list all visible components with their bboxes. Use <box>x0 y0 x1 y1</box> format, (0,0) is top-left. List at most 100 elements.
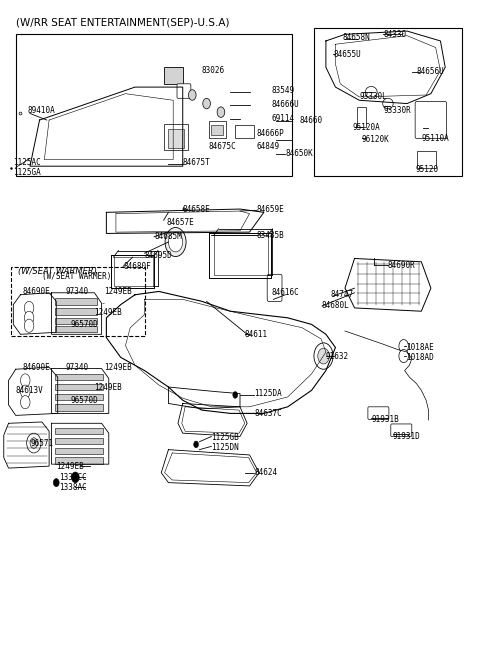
Circle shape <box>194 441 199 448</box>
Circle shape <box>203 98 210 109</box>
Circle shape <box>399 350 408 363</box>
Text: 84611: 84611 <box>245 330 268 339</box>
Text: 96570D: 96570D <box>71 396 98 404</box>
Text: 84637C: 84637C <box>254 409 282 418</box>
Circle shape <box>24 301 34 314</box>
Circle shape <box>217 107 225 117</box>
Bar <box>55 384 103 391</box>
Text: 84690E: 84690E <box>23 287 50 296</box>
Circle shape <box>21 385 30 399</box>
Bar <box>55 318 97 324</box>
Text: 84680L: 84680L <box>321 301 349 310</box>
Text: 97340: 97340 <box>66 363 89 372</box>
Text: 84680F: 84680F <box>123 262 151 271</box>
Ellipse shape <box>383 98 393 109</box>
Text: 84650K: 84650K <box>285 148 313 158</box>
Text: (W/RR SEAT ENTERTAINMENT(SEP)-U.S.A): (W/RR SEAT ENTERTAINMENT(SEP)-U.S.A) <box>16 18 229 28</box>
Text: 84330: 84330 <box>383 30 406 39</box>
FancyBboxPatch shape <box>368 407 389 419</box>
Text: 84690E: 84690E <box>23 363 50 372</box>
Text: 1338AC: 1338AC <box>59 483 86 492</box>
Text: 1125GA: 1125GA <box>13 168 41 177</box>
Text: 84685M: 84685M <box>154 232 182 241</box>
Text: 83026: 83026 <box>202 66 225 75</box>
Bar <box>314 28 462 176</box>
Circle shape <box>24 311 34 324</box>
Text: 83549: 83549 <box>271 86 294 95</box>
Text: 1249EB: 1249EB <box>104 287 132 296</box>
Text: 91931D: 91931D <box>393 432 420 441</box>
Circle shape <box>72 472 79 483</box>
Circle shape <box>165 228 186 256</box>
Text: 69114: 69114 <box>271 115 294 123</box>
Bar <box>55 438 103 444</box>
Text: 1125DN: 1125DN <box>211 443 239 452</box>
Bar <box>55 457 103 463</box>
Text: 1125DA: 1125DA <box>254 389 282 398</box>
Bar <box>164 68 183 84</box>
Text: 83485B: 83485B <box>257 231 285 240</box>
Bar <box>55 374 103 381</box>
Bar <box>55 326 97 332</box>
Circle shape <box>27 433 41 453</box>
Text: 89410A: 89410A <box>28 106 55 115</box>
Text: 91931B: 91931B <box>371 416 399 424</box>
Text: 1249EB: 1249EB <box>56 461 84 471</box>
Circle shape <box>168 232 183 252</box>
Circle shape <box>189 90 196 100</box>
Circle shape <box>21 396 30 409</box>
Text: (W/SEAT WARMER): (W/SEAT WARMER) <box>42 273 111 281</box>
Circle shape <box>21 374 30 387</box>
Text: 84747: 84747 <box>331 290 354 299</box>
FancyBboxPatch shape <box>267 274 282 301</box>
Text: 84666U: 84666U <box>271 101 299 109</box>
Text: 95120A: 95120A <box>352 123 380 132</box>
Circle shape <box>53 479 59 487</box>
Bar <box>164 124 188 150</box>
Text: 84690R: 84690R <box>388 261 416 269</box>
Circle shape <box>314 343 333 369</box>
Text: 91632: 91632 <box>326 352 349 361</box>
Text: 84660: 84660 <box>300 116 323 124</box>
Bar <box>11 267 144 336</box>
FancyBboxPatch shape <box>415 101 446 138</box>
Bar <box>211 124 223 134</box>
Text: 97340: 97340 <box>66 287 89 296</box>
Ellipse shape <box>365 87 377 98</box>
Bar <box>55 394 103 401</box>
Text: 84675C: 84675C <box>209 142 237 151</box>
FancyBboxPatch shape <box>391 424 412 436</box>
Text: 1339CC: 1339CC <box>59 473 86 482</box>
Bar <box>55 404 103 410</box>
Bar <box>168 129 184 148</box>
Text: 95120: 95120 <box>416 165 439 174</box>
Text: 93330L: 93330L <box>360 93 387 101</box>
Text: 1125GB: 1125GB <box>211 434 239 442</box>
Bar <box>55 428 103 434</box>
Bar <box>55 298 97 305</box>
Text: 93330R: 93330R <box>383 106 411 115</box>
Text: 96571: 96571 <box>30 438 53 448</box>
Text: 1249EB: 1249EB <box>95 308 122 317</box>
Text: 96120K: 96120K <box>362 135 389 144</box>
Bar <box>209 121 226 138</box>
Bar <box>55 448 103 454</box>
Circle shape <box>318 348 329 364</box>
Text: 1125AC: 1125AC <box>13 158 41 167</box>
Text: 1018AE: 1018AE <box>406 343 434 352</box>
Text: 84666P: 84666P <box>257 128 285 138</box>
Text: 84613V: 84613V <box>16 386 44 395</box>
Circle shape <box>399 340 408 353</box>
Text: 84675T: 84675T <box>183 158 211 167</box>
Bar <box>16 34 292 176</box>
Text: 84656U: 84656U <box>417 68 444 76</box>
Bar <box>235 124 254 138</box>
Text: 96570D: 96570D <box>71 320 98 329</box>
Bar <box>55 308 97 314</box>
Text: 84616C: 84616C <box>271 288 299 297</box>
Text: 84657E: 84657E <box>166 218 194 226</box>
Text: 1018AD: 1018AD <box>406 353 434 362</box>
FancyBboxPatch shape <box>177 84 191 98</box>
Text: 84658E: 84658E <box>183 205 211 214</box>
Text: 84658N: 84658N <box>343 33 371 42</box>
